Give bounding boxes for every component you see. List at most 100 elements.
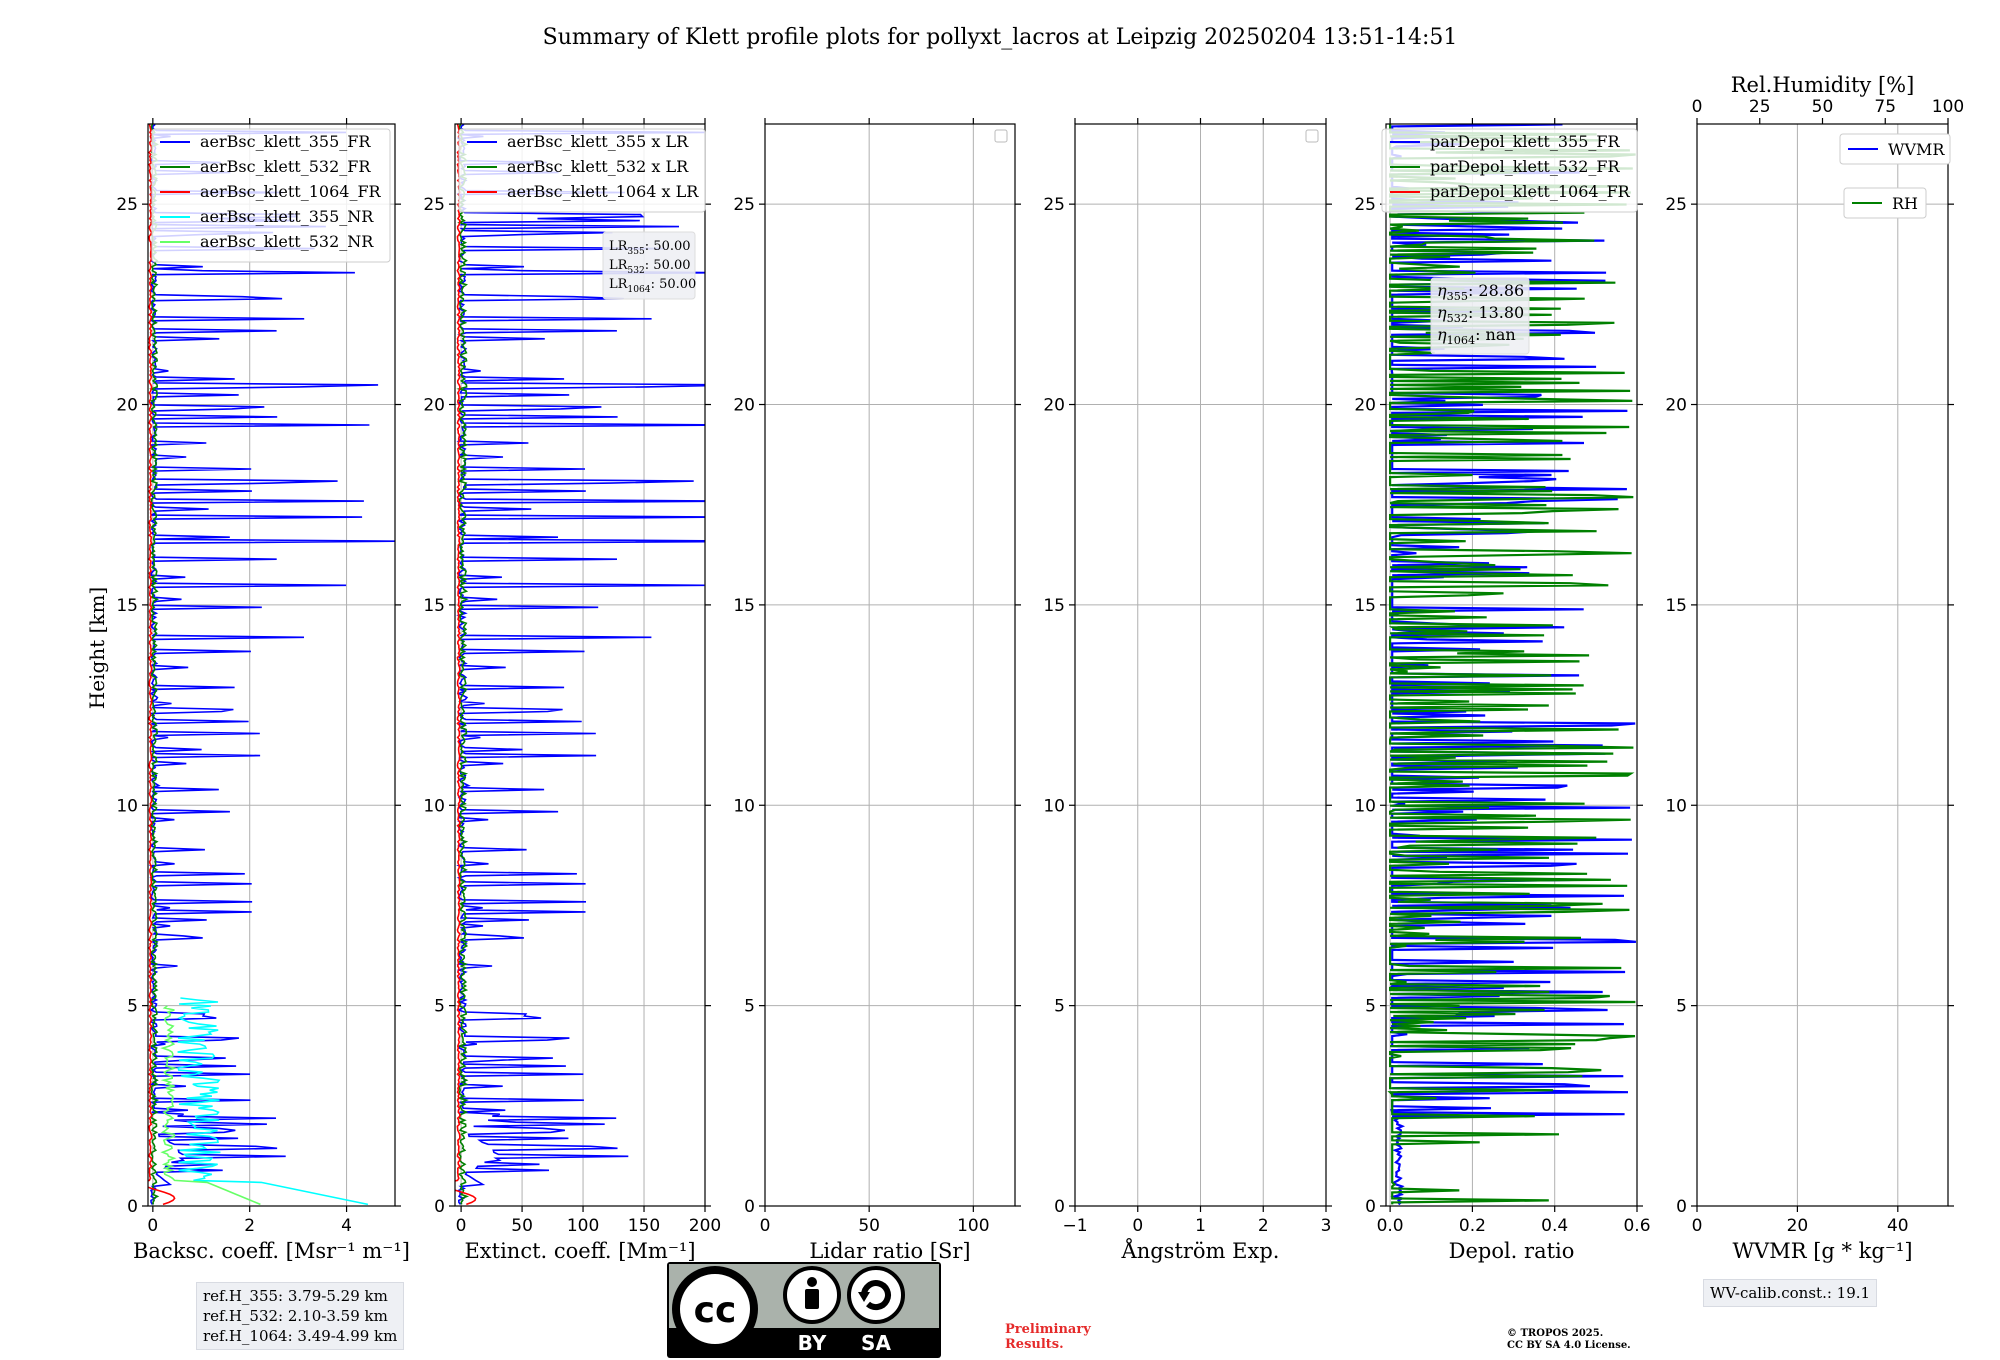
x-tick-label: 0.4 — [1541, 1216, 1568, 1236]
y-tick-label: 15 — [1665, 596, 1687, 616]
legend-entry: RH — [1892, 194, 1918, 213]
copyright-line-1: © TROPOS 2025. — [1507, 1328, 1604, 1339]
series-line — [455, 124, 477, 1206]
sa-text: SA — [861, 1331, 891, 1355]
axes-frame — [764, 123, 1016, 1207]
legend-box — [1843, 187, 1927, 219]
x-tick-label: 50 — [511, 1216, 533, 1236]
y-tick-label: 20 — [1354, 396, 1376, 416]
empty-legend — [1305, 129, 1319, 143]
y-tick-label: 25 — [733, 195, 755, 215]
x-tick-label: 100 — [567, 1216, 599, 1236]
y-tick-label: 25 — [1043, 195, 1065, 215]
x-tick-label: 0.6 — [1623, 1216, 1650, 1236]
legend-entry: aerBsc_klett_532_NR — [200, 232, 374, 251]
series-line — [1390, 124, 1637, 1206]
y-tick-label: 20 — [1665, 396, 1687, 416]
y-tick-label: 25 — [1354, 195, 1376, 215]
y-tick-label: 25 — [1665, 195, 1687, 215]
x2-tick-label: 0 — [1692, 97, 1703, 117]
y-tick-label: 5 — [744, 997, 755, 1017]
y-tick-label: 10 — [733, 796, 755, 816]
legend-entry: aerBsc_klett_355 x LR — [507, 132, 689, 151]
series-line — [1387, 124, 1636, 1205]
y-tick-label: 0 — [434, 1197, 445, 1217]
figure-title: Summary of Klett profile plots for polly… — [543, 25, 1458, 50]
x-tick-label: 0.2 — [1459, 1216, 1486, 1236]
y-tick-label: 20 — [116, 396, 138, 416]
annotation-box — [1430, 277, 1530, 355]
series-line — [177, 997, 369, 1206]
axes-frame — [147, 123, 396, 1207]
y-tick-label: 0 — [1054, 1197, 1065, 1217]
by-text: BY — [798, 1331, 827, 1355]
cc-by-sa-badge: cc BY SA — [667, 1262, 941, 1358]
y-tick-label: 10 — [1043, 796, 1065, 816]
y-axis-label: Height [km] — [85, 587, 109, 709]
y-tick-label: 10 — [1665, 796, 1687, 816]
axes-frame — [1696, 123, 1949, 1207]
x-tick-label: 0 — [760, 1216, 771, 1236]
y-tick-label: 20 — [733, 396, 755, 416]
empty-legend — [994, 129, 1008, 143]
x-axis-label: Lidar ratio [Sr] — [809, 1239, 970, 1263]
series-group — [455, 124, 705, 1206]
x-axis-label: Backsc. coeff. [Msr⁻¹ m⁻¹] — [133, 1239, 410, 1263]
copyright-note: © TROPOS 2025. CC BY SA 4.0 License. — [1507, 1328, 1631, 1352]
panel-wvmr: 0 5 10 15 20 25 0 20 40 WVMR [g * kg⁻¹] 0 25 50 75 100… — [1665, 73, 1964, 1263]
y-tick-label: 15 — [116, 596, 138, 616]
y-tick-label: 25 — [116, 195, 138, 215]
y-tick-label: 10 — [423, 796, 445, 816]
legend-entry: WVMR — [1888, 140, 1945, 159]
x-tick-label: 2 — [244, 1216, 255, 1236]
legend-box — [1839, 133, 1951, 165]
legend-entry: aerBsc_klett_532 x LR — [507, 157, 689, 176]
axes-frame — [1385, 123, 1638, 1207]
y-tick-label: 0 — [1676, 1197, 1687, 1217]
annotation-line: η1064: nan — [1437, 325, 1516, 347]
x-tick-label: 200 — [689, 1216, 721, 1236]
x-tick-label: 20 — [1787, 1216, 1809, 1236]
legend-box — [151, 128, 391, 263]
annotation-line: LR1064: 50.00 — [609, 277, 696, 295]
x-axis-label: Ångström Exp. — [1121, 1238, 1280, 1263]
legend-entry: parDepol_klett_355_FR — [1430, 132, 1621, 151]
axes-frame — [454, 123, 706, 1207]
x-axis-label: Extinct. coeff. [Mm⁻¹] — [464, 1239, 695, 1263]
x2-tick-label: 50 — [1812, 97, 1834, 117]
annotation-box — [602, 231, 696, 300]
y-tick-label: 20 — [423, 396, 445, 416]
x-tick-label: 0 — [147, 1216, 158, 1236]
ref-height-532: ref.H_532: 2.10-3.59 km — [203, 1307, 388, 1325]
legend-entry: aerBsc_klett_355_FR — [200, 132, 371, 151]
y-tick-label: 0 — [127, 1197, 138, 1217]
panel-backscatter: 0 5 10 15 20 25 0 2 4 Backsc. coeff. [Msr⁻¹ m⁻¹] a… — [116, 118, 410, 1263]
x-tick-label: 50 — [858, 1216, 880, 1236]
y-tick-label: 15 — [733, 596, 755, 616]
copyright-line-2: CC BY SA 4.0 License. — [1507, 1340, 1631, 1351]
preliminary-line-2: Results. — [1005, 1337, 1064, 1352]
y-tick-label: 10 — [116, 796, 138, 816]
panel-depol: 0 5 10 15 20 25 0.0 0.2 0.4 0.6 Depol. ratio parDep… — [1354, 118, 1651, 1263]
panel-extinction: 0 5 10 15 20 25 0 50 100 150 200 Extinct. coeff. [M… — [423, 118, 721, 1263]
panel-lidar_ratio: 0 5 10 15 20 25 0 50 100 Lidar ratio [Sr] — [733, 118, 1021, 1263]
x-tick-label: 0 — [1692, 1216, 1703, 1236]
series-group — [148, 124, 395, 1206]
y-tick-label: 10 — [1354, 796, 1376, 816]
series-line — [456, 124, 470, 1205]
cc-text: cc — [694, 1290, 737, 1331]
y-tick-label: 25 — [423, 195, 445, 215]
legend-entry: aerBsc_klett_355_NR — [200, 207, 374, 226]
x-tick-label: 100 — [957, 1216, 989, 1236]
legend-entry: parDepol_klett_1064_FR — [1430, 182, 1631, 201]
annotation-line: η355: 28.86 — [1437, 281, 1524, 303]
y-tick-label: 20 — [1043, 396, 1065, 416]
annotation-line: LR532: 50.00 — [609, 258, 691, 276]
x-tick-label: 0 — [1132, 1216, 1143, 1236]
reference-height-box: ref.H_355: 3.79-5.29 km ref.H_532: 2.10-… — [196, 1282, 405, 1350]
y-tick-label: 15 — [423, 596, 445, 616]
ref-height-355: ref.H_355: 3.79-5.29 km — [203, 1287, 388, 1305]
y-tick-label: 0 — [744, 1197, 755, 1217]
